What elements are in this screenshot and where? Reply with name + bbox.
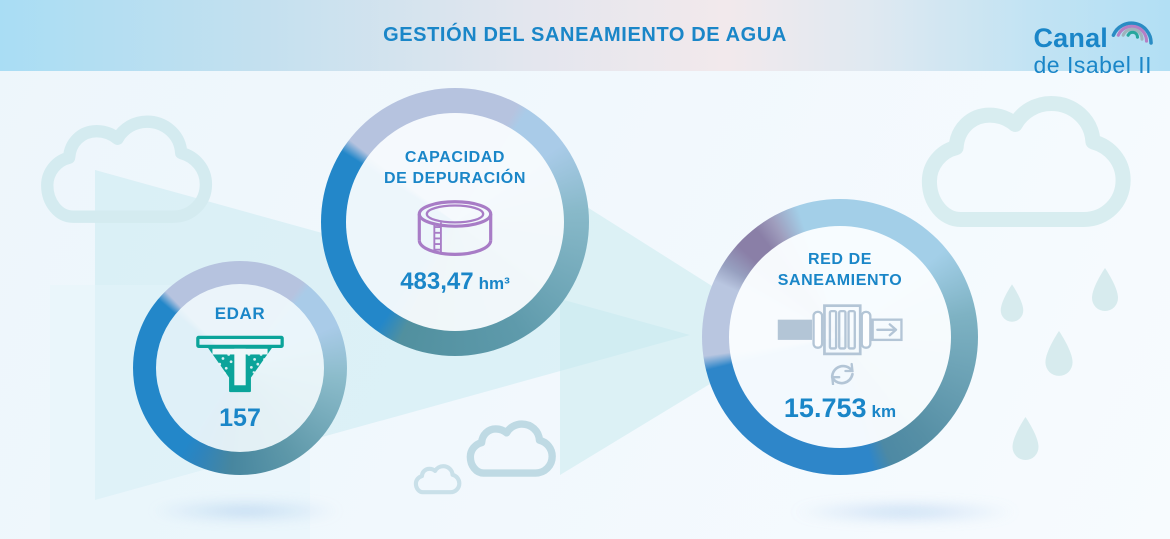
edar-title: EDAR bbox=[214, 304, 266, 324]
red-title-line2: SANEAMIENTO bbox=[777, 272, 903, 289]
red-saneamiento-donut: RED DE SANEAMIENTO bbox=[702, 199, 978, 475]
logo-text-canal: Canal bbox=[1033, 23, 1108, 53]
cloud-outline-top-right-icon bbox=[912, 86, 1144, 244]
header-bar bbox=[0, 0, 1170, 71]
red-saneamiento-card: RED DE SANEAMIENTO bbox=[729, 226, 951, 448]
refresh-arrows-icon bbox=[830, 362, 854, 385]
logo-arcs-icon bbox=[1111, 21, 1153, 45]
edar-value: 157 bbox=[219, 403, 261, 432]
cloud-outline-bottom-icon bbox=[463, 414, 561, 486]
settling-tank-icon bbox=[196, 335, 284, 392]
pipe-filter-icon bbox=[777, 304, 903, 385]
raindrop-icon bbox=[1012, 417, 1039, 460]
depuracion-unit: hm³ bbox=[478, 274, 510, 294]
depuracion-donut: CAPACIDAD DE DEPURACIÓN 483,47 hm³ bbox=[321, 88, 589, 356]
page-title: GESTIÓN DEL SANEAMIENTO DE AGUA bbox=[383, 24, 787, 46]
cloud-outline-top-left-icon bbox=[33, 108, 223, 236]
depuracion-title-line1: CAPACIDAD bbox=[404, 148, 506, 166]
raindrop-icon bbox=[1045, 331, 1073, 376]
logo-text-isabel: de Isabel II bbox=[1033, 52, 1152, 78]
edar-donut: EDAR 157 bbox=[133, 261, 347, 475]
depuracion-value: 483,47 bbox=[400, 268, 474, 296]
depuracion-title-line2: DE DEPURACIÓN bbox=[383, 169, 527, 187]
circle-shadow bbox=[148, 501, 343, 521]
raindrop-icon bbox=[1000, 284, 1024, 322]
red-title-line1: RED DE bbox=[807, 251, 873, 269]
depuracion-card: CAPACIDAD DE DEPURACIÓN 483,47 hm³ bbox=[346, 113, 564, 331]
cloud-outline-bottom-small-icon bbox=[412, 461, 464, 499]
edar-card: EDAR 157 bbox=[156, 284, 324, 452]
circle-shadow bbox=[790, 502, 1020, 522]
raindrop-icon bbox=[1092, 268, 1118, 311]
brand-logo: Canal de Isabel II bbox=[1033, 10, 1156, 77]
red-unit: km bbox=[871, 401, 897, 421]
storage-tank-icon bbox=[417, 200, 493, 257]
red-value: 15.753 bbox=[783, 392, 867, 423]
